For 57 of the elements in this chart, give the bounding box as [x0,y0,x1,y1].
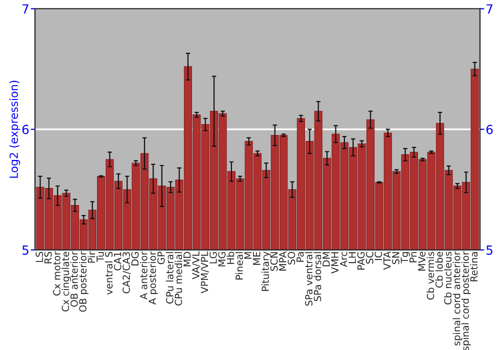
x-tick-label: LG [210,252,217,264]
x-tick-label: Tu [96,252,104,262]
x-tick-label: Tg [400,252,410,264]
x-tick-label: A posterior [148,251,158,305]
x-tick-label: GP [157,252,165,264]
x-tick-label: SN [392,252,400,264]
x-tick-label: ME [253,252,260,265]
y-tick-label: 7 [22,4,28,14]
x-tick-label: SC [366,252,374,264]
y-tick-label: 5 [22,246,28,255]
x-tick-label: VPM/VPL [200,251,209,294]
y2-tick-label: 6 [486,124,493,134]
x-tick-label: SPa ventral [304,252,312,306]
x-tick-label: PAG [357,252,365,270]
x-tick-label: Hb [226,252,234,264]
x-tick-label: A anterior [140,251,148,300]
x-tick-label: OB posterior [78,251,88,312]
x-tick-label: Pa [296,252,304,262]
x-tick-label: SCN [270,252,278,271]
x-tick-label: CA1 [114,252,122,270]
x-tick-label: Cb lobe [435,252,443,288]
x-tick-label: SPa dorsal [314,252,322,302]
x-tick-label: VMH [331,252,338,274]
y2-tick-label: 5 [486,246,492,255]
y2-tick-label: 7 [486,4,492,14]
x-tick-label: Cb vermis [426,252,434,300]
y-tick-label: 6 [22,124,29,134]
x-tick-label: LH [348,252,356,264]
x-tick-label: Pituitary [261,252,271,291]
x-tick-label: VA/VL [192,251,200,280]
x-tick-label: MPA [279,251,286,271]
x-tick-label: LS [36,252,44,262]
x-tick-label: Cb nucleus [444,252,452,304]
x-tick-label: Arc [340,252,348,267]
x-tick-label: DG [131,252,139,266]
x-tick-label: Cx motor [53,251,60,296]
x-tick-label: VTA [383,251,391,270]
x-tick-label: RS [44,252,52,264]
x-tick-label: Pn [410,252,417,262]
x-tick-label: DM [322,252,330,266]
y-axis-title: Log2 (expression) [9,80,20,178]
x-tick-label: IC [374,252,382,260]
x-tick-label: MVe [418,252,426,271]
x-tick-label: spinal cord anterior [452,251,462,346]
x-tick-label: OB anterior [70,251,78,307]
x-tick-label: Cx cingulate [62,252,71,312]
x-tick-label: MD [184,252,191,266]
x-tick-label: CA2/CA3 [122,252,131,294]
x-tick-label: CPu lateral [166,252,174,304]
x-tick-label: CPu medial [174,252,182,306]
x-tick-label: Pir [88,251,96,263]
x-tick-label: Pineal [235,252,243,280]
x-tick-label: SO [288,252,296,264]
x-tick-label: ventral S [105,252,113,295]
x-tick-label: Retina [470,252,478,282]
x-tick-label: MG [218,252,226,266]
x-tick-label: M [244,252,252,259]
